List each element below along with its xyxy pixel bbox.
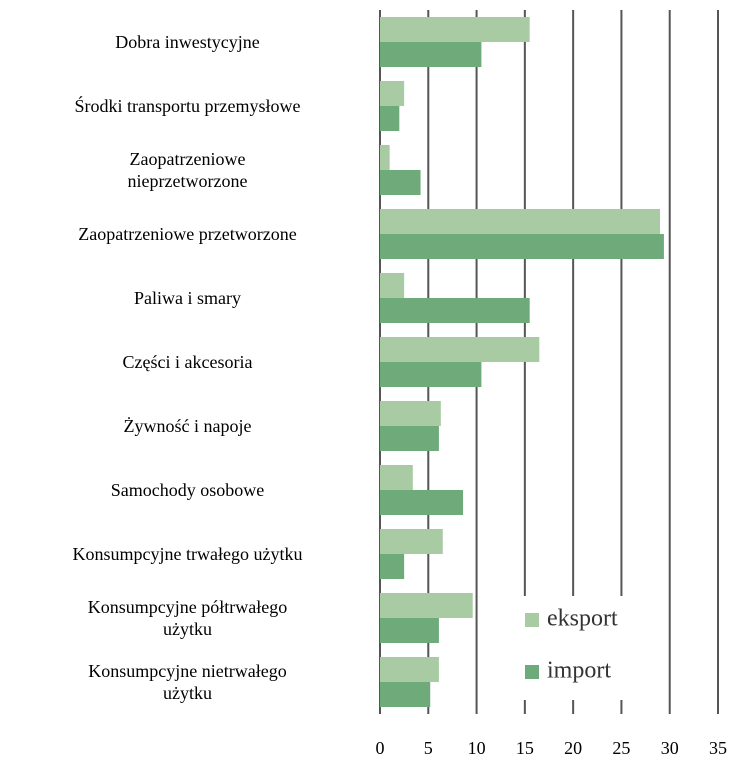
category-label: Części i akcesoria [122,352,253,372]
bar [380,273,405,298]
category-label: Dobra inwestycyjne [115,32,260,52]
bar [380,593,473,618]
bar [380,337,540,362]
category-label: Samochody osobowe [110,480,265,500]
bar [380,298,530,323]
bar [380,234,664,259]
bar [380,657,439,682]
legend-swatch [525,613,539,627]
x-tick-label: 5 [424,738,433,758]
x-tick-label: 25 [612,738,630,758]
category-label: Zaopatrzeniowe przetworzone [78,224,297,244]
bar [380,42,482,67]
category-label: Konsumpcyjne nietrwałego użytku [88,661,287,703]
x-tick-label: 20 [564,738,582,758]
legend-swatch [525,665,539,679]
bar [380,81,405,106]
x-tick-label: 10 [468,738,486,758]
category-label: Konsumpcyjne półtrwałego użytku [87,597,288,639]
bar [380,465,413,490]
bar [380,426,439,451]
bar [380,170,421,195]
bar [380,209,661,234]
category-label: Żywność i napoje [123,416,252,436]
bar [380,362,482,387]
x-tick-label: 30 [661,738,679,758]
bar [380,490,464,515]
x-tick-label: 0 [376,738,385,758]
bar [380,106,400,131]
x-tick-label: 15 [516,738,534,758]
legend-label: import [547,658,611,684]
bar [380,554,405,579]
legend-box [517,596,652,700]
bar [380,145,390,170]
bar [380,618,439,643]
category-label: Konsumpcyjne trwałego użytku [72,544,303,564]
category-label: Zaopatrzeniowe nieprzetworzone [127,149,248,191]
legend-label: eksport [547,606,618,632]
bar [380,17,530,42]
bar [380,682,431,707]
x-tick-label: 35 [709,738,727,758]
category-label: Paliwa i smary [134,288,241,308]
category-label: Środki transportu przemysłowe [74,96,301,116]
bar [380,529,443,554]
bar [380,401,441,426]
